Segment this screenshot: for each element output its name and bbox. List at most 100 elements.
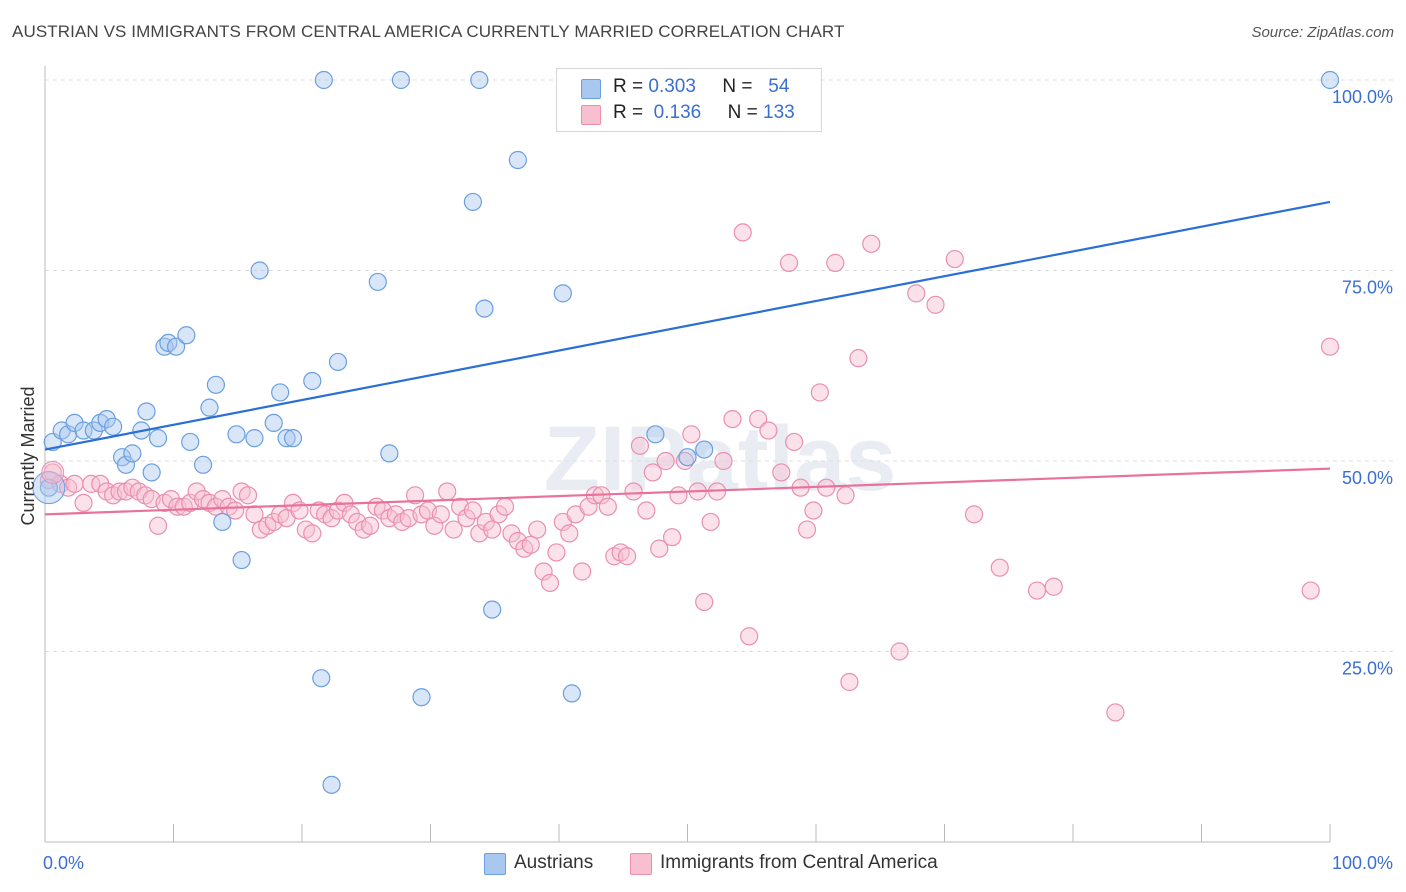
y-tick-label: 100.0% — [1332, 87, 1393, 107]
data-point — [116, 455, 136, 474]
data-point — [502, 524, 521, 543]
data-point — [431, 505, 450, 524]
legend-label-austrians: Austrians — [514, 852, 594, 873]
data-point — [463, 192, 483, 212]
data-point — [328, 352, 348, 372]
data-point — [637, 501, 656, 520]
data-point — [391, 70, 411, 90]
chart-title: AUSTRIAN VS IMMIGRANTS FROM CENTRAL AMER… — [12, 22, 845, 41]
legend-n-label: N = — [722, 76, 753, 97]
legend-swatch-central-america — [581, 105, 601, 125]
data-point — [560, 524, 579, 543]
data-point — [470, 70, 489, 90]
data-point — [91, 474, 110, 493]
data-point — [489, 505, 508, 524]
data-point — [97, 409, 116, 429]
data-point — [656, 451, 675, 471]
data-point — [65, 474, 84, 493]
data-point — [826, 253, 845, 272]
data-point — [200, 398, 219, 417]
axis-labels: 100.0% 75.0% 50.0% 25.0% 0.0% 100.0% Currently… — [18, 87, 1393, 873]
data-point — [250, 261, 269, 280]
source-credit: Source: ZipAtlas.com — [1251, 24, 1394, 41]
data-point — [682, 425, 701, 444]
data-point — [483, 520, 502, 539]
data-point — [907, 284, 926, 303]
y-axis-label: Currently Married — [18, 386, 38, 525]
data-point — [836, 486, 855, 505]
data-point — [643, 463, 662, 482]
legend-n-value: 54 — [768, 76, 790, 97]
data-point — [405, 486, 425, 505]
axes — [44, 66, 1331, 843]
data-point — [749, 409, 768, 429]
data-point — [1320, 70, 1340, 90]
trend-line — [44, 467, 1331, 516]
data-point — [227, 425, 246, 444]
legend-n-value: 133 — [763, 102, 795, 123]
data-point — [84, 421, 103, 440]
y-tick-label: 25.0% — [1342, 659, 1393, 679]
data-point — [810, 383, 829, 402]
data-point — [495, 497, 515, 516]
data-point — [177, 326, 196, 345]
data-point — [740, 627, 759, 646]
data-point — [646, 425, 665, 444]
data-point — [425, 516, 444, 535]
legend-r-value: 0.303 — [648, 76, 696, 97]
data-point — [368, 272, 387, 292]
data-point — [624, 482, 643, 501]
legend-r-label: R = — [613, 76, 644, 97]
data-point — [380, 444, 399, 463]
data-point — [926, 295, 945, 314]
data-point — [701, 512, 720, 532]
data-point — [361, 516, 380, 535]
data-point — [695, 592, 714, 612]
data-point — [74, 493, 93, 513]
data-point — [579, 497, 598, 516]
legend-r-label: R = — [613, 102, 644, 123]
data-point — [508, 150, 527, 170]
data-point — [1106, 703, 1125, 722]
data-point — [142, 463, 161, 482]
data-point — [148, 516, 168, 535]
data-point — [562, 684, 581, 703]
data-point — [553, 284, 572, 303]
data-point — [206, 375, 226, 394]
data-point — [245, 429, 264, 448]
y-tick-label: 50.0% — [1342, 468, 1393, 488]
data-point — [123, 444, 142, 463]
data-point — [1044, 577, 1063, 596]
data-point — [669, 486, 688, 505]
data-point — [283, 493, 303, 513]
data-point — [534, 562, 553, 581]
data-point — [314, 70, 333, 90]
data-point — [695, 440, 714, 459]
data-point — [59, 425, 78, 444]
data-point — [804, 501, 823, 520]
data-point — [238, 486, 258, 505]
data-point — [483, 600, 502, 619]
legend-swatch-austrians — [484, 853, 506, 875]
data-point — [438, 482, 457, 501]
data-point — [945, 249, 964, 269]
trend-lines — [44, 200, 1331, 516]
data-point — [598, 497, 617, 516]
data-point — [723, 409, 742, 429]
data-point — [779, 253, 799, 272]
data-point — [547, 543, 566, 562]
data-point — [303, 371, 322, 391]
data-point — [206, 497, 226, 516]
data-point — [528, 520, 547, 539]
data-point — [714, 451, 733, 471]
data-point — [148, 429, 168, 448]
data-points — [32, 70, 1340, 794]
data-point — [990, 558, 1009, 577]
data-point — [74, 421, 93, 440]
x-tick-label-left: 0.0% — [43, 853, 84, 873]
data-point — [283, 429, 303, 448]
data-point — [193, 455, 213, 474]
data-point — [678, 448, 697, 467]
legend-swatch-austrians — [581, 79, 601, 99]
